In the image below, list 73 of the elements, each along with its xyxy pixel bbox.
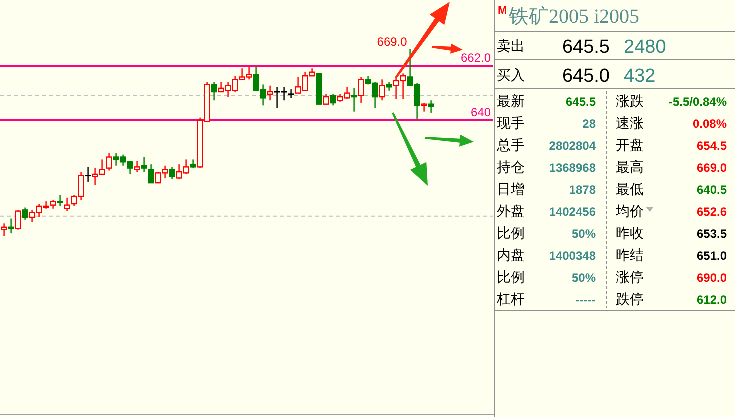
text: 640 bbox=[470, 105, 492, 120]
text: 640.5 bbox=[696, 183, 728, 197]
text: 1400348 bbox=[549, 249, 596, 263]
candlestick bbox=[134, 160, 140, 173]
text: 比例 bbox=[497, 269, 525, 285]
candlestick bbox=[428, 100, 434, 114]
candlestick bbox=[84, 166, 92, 183]
text: 最低 bbox=[616, 181, 644, 197]
text: 653.5 bbox=[696, 227, 728, 241]
text: M bbox=[498, 5, 508, 17]
candlestick bbox=[15, 210, 22, 230]
text: 昨结 bbox=[616, 247, 644, 263]
text: 开盘 bbox=[616, 137, 644, 153]
text: 690.0 bbox=[696, 271, 728, 285]
text: 卖出 bbox=[497, 38, 525, 54]
text: 2480 bbox=[624, 37, 666, 58]
candlestick bbox=[8, 218, 14, 234]
text: 50% bbox=[572, 271, 596, 285]
text: 669.0 bbox=[696, 161, 728, 175]
text: 昨收 bbox=[616, 225, 644, 241]
text: 内盘 bbox=[497, 247, 525, 263]
text: 651.0 bbox=[696, 249, 728, 263]
candlestick bbox=[358, 76, 364, 104]
candlestick bbox=[351, 88, 358, 112]
text: 662.0 bbox=[460, 51, 492, 66]
text: 1878 bbox=[569, 183, 596, 197]
candlestick bbox=[169, 166, 176, 180]
candlestick bbox=[64, 197, 70, 212]
candlestick bbox=[57, 194, 64, 208]
text: 涨跌 bbox=[616, 93, 644, 109]
text: 654.5 bbox=[696, 139, 728, 153]
text: 杠杆 bbox=[496, 291, 525, 307]
text: 最高 bbox=[616, 159, 644, 175]
candlestick bbox=[106, 152, 112, 172]
text: 612.0 bbox=[696, 293, 728, 307]
text: 速涨 bbox=[616, 115, 644, 131]
text: 持仓 bbox=[497, 159, 525, 175]
candlestick bbox=[267, 85, 274, 102]
text: 铁矿2005 i2005 bbox=[508, 6, 640, 28]
text: 28 bbox=[582, 117, 596, 131]
text: 1402456 bbox=[549, 205, 596, 219]
text: 总手 bbox=[496, 137, 525, 153]
text: 日增 bbox=[497, 181, 525, 197]
candlestick bbox=[22, 207, 28, 221]
text: 50% bbox=[572, 227, 596, 241]
text: 645.5 bbox=[566, 95, 596, 109]
annotation: 669.0 bbox=[377, 35, 408, 49]
text: 外盘 bbox=[497, 203, 525, 219]
text: 最新 bbox=[497, 93, 525, 109]
text: 652.6 bbox=[696, 205, 728, 219]
candlestick bbox=[211, 82, 218, 102]
text: 432 bbox=[624, 66, 656, 87]
text: ----- bbox=[576, 293, 596, 307]
candlestick bbox=[421, 102, 428, 112]
text: 均价 bbox=[615, 203, 644, 219]
text: 涨停 bbox=[616, 269, 644, 285]
candlestick bbox=[141, 156, 148, 173]
text: 现手 bbox=[497, 115, 525, 131]
candlestick bbox=[1, 223, 8, 237]
candlestick bbox=[379, 79, 386, 102]
candlestick bbox=[288, 88, 296, 99]
text: -5.5/0.84% bbox=[668, 95, 728, 109]
text: 645.5 bbox=[562, 37, 610, 58]
candlestick bbox=[323, 94, 330, 105]
text: 0.08% bbox=[692, 117, 728, 131]
text: 跌停 bbox=[616, 291, 644, 307]
text: 买入 bbox=[497, 67, 525, 83]
text: 2802804 bbox=[549, 139, 596, 153]
candlestick bbox=[148, 164, 154, 184]
text: 1368968 bbox=[549, 161, 596, 175]
text: 645.0 bbox=[562, 66, 610, 87]
candlestick bbox=[330, 94, 336, 106]
text: 比例 bbox=[497, 225, 525, 241]
